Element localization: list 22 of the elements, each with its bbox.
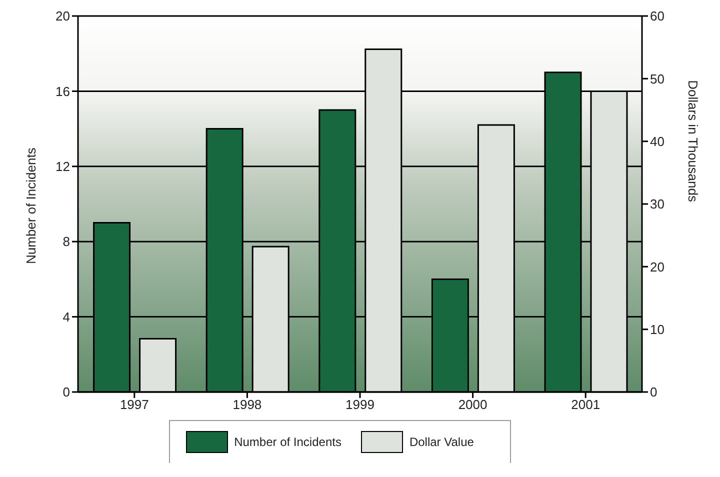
y2-tick-label: 50 xyxy=(650,71,664,86)
x-tick-label: 1998 xyxy=(232,397,262,412)
y2-tick-label: 30 xyxy=(650,196,664,212)
x-tick-label: 2001 xyxy=(571,397,600,412)
y2-axis-title: Dollars in Thousands xyxy=(685,80,700,202)
y2-tick-label: 60 xyxy=(650,8,664,24)
y2-tick-label: 20 xyxy=(650,259,664,274)
y2-tick-label: 40 xyxy=(650,134,664,149)
y-axis-title: Number of Incidents xyxy=(24,147,39,264)
x-tick-label: 1999 xyxy=(346,397,374,412)
y-tick-label: 0 xyxy=(62,384,70,400)
y-tick-label: 4 xyxy=(62,309,70,324)
y-tick-label: 16 xyxy=(56,84,70,99)
y2-tick-label: 10 xyxy=(650,322,664,337)
x-tick-label: 2000 xyxy=(458,397,488,412)
y-tick-label: 20 xyxy=(56,8,70,24)
y-tick-label: 8 xyxy=(62,234,70,250)
y2-tick-label: 0 xyxy=(650,384,658,400)
y-tick-label: 12 xyxy=(56,159,70,174)
x-tick-label: 1997 xyxy=(120,397,149,412)
legend-label: Number of Incidents xyxy=(234,435,342,449)
legend-label: Dollar Value xyxy=(409,435,474,449)
